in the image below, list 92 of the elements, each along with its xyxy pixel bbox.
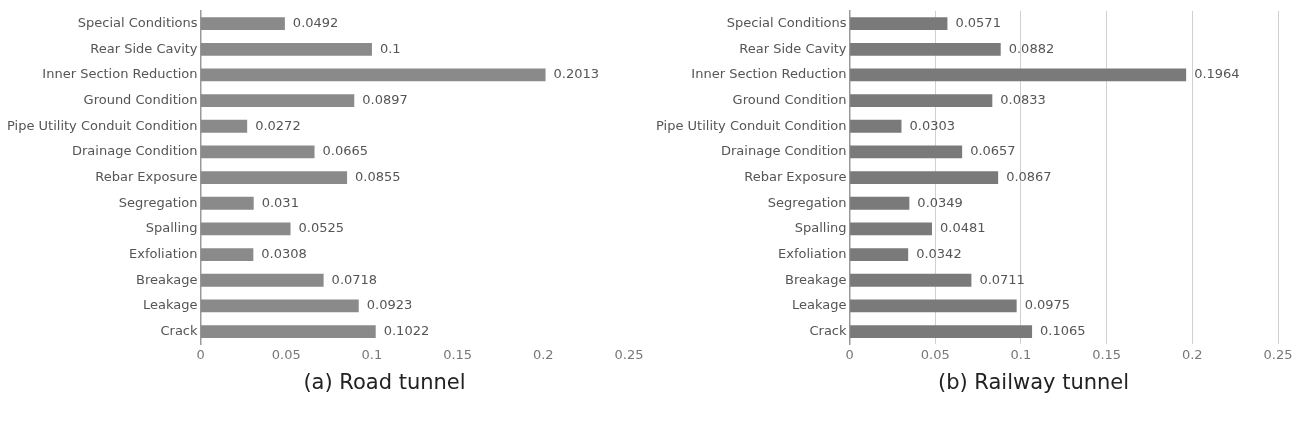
y-tick-label: Drainage Condition (720, 143, 847, 159)
bar (200, 273, 324, 287)
bar (200, 17, 285, 31)
x-tick-label: 0.05 (920, 346, 950, 362)
data-label: 0.0665 (322, 143, 369, 159)
data-label: 0.0349 (917, 194, 963, 210)
bar (200, 325, 376, 338)
y-tick-label: Pipe Utility Conduit Condition (655, 117, 847, 133)
y-tick-label: Spalling (794, 220, 847, 236)
data-label: 0.0342 (916, 245, 962, 261)
data-label: 0.0923 (366, 297, 413, 313)
y-tick-label: Rear Side Cavity (90, 40, 198, 56)
bar (850, 248, 909, 261)
data-label: 0.0481 (939, 220, 986, 236)
data-label: 0.0308 (261, 245, 307, 261)
bar (850, 119, 902, 133)
bar (200, 68, 546, 82)
y-tick-label: Drainage Condition (71, 143, 198, 159)
bar (850, 273, 972, 287)
x-tick-label: 0.1 (1010, 346, 1032, 362)
data-label: 0.1065 (1040, 322, 1086, 338)
data-label: 0.0711 (979, 271, 1025, 287)
x-tick-label: 0 (845, 346, 854, 362)
bar (200, 42, 372, 56)
data-label: 0.0571 (955, 15, 1001, 31)
y-tick-label: Exfoliation (778, 245, 847, 261)
data-label: 0.0882 (1008, 40, 1055, 56)
bar (200, 248, 254, 261)
data-label: 0.1022 (383, 322, 430, 338)
y-tick-label: Pipe Utility Conduit Condition (6, 117, 198, 133)
y-tick-label: Spalling (145, 220, 198, 236)
bar (200, 196, 254, 210)
bar (200, 94, 355, 108)
x-tick-label: 0.25 (1263, 346, 1293, 362)
bar (850, 325, 1033, 338)
bar (200, 171, 348, 185)
bar (850, 17, 948, 31)
bar (850, 171, 999, 185)
y-tick-label: Segregation (767, 194, 847, 210)
y-tick-label: Inner Section Reduction (42, 66, 198, 82)
x-tick-label: 0.25 (614, 346, 644, 362)
data-label: 0.0975 (1024, 297, 1071, 313)
y-tick-label: Ground Condition (83, 91, 198, 107)
y-tick-label: Rebar Exposure (744, 168, 847, 184)
bar (200, 222, 291, 236)
bar (850, 222, 932, 236)
data-label: 0.0303 (909, 117, 955, 133)
y-tick-label: Special Conditions (77, 15, 198, 31)
bar (850, 196, 910, 210)
y-tick-label: Leakage (792, 297, 847, 313)
data-label: 0.0833 (1000, 91, 1046, 107)
data-label: 0.0897 (362, 91, 408, 107)
text: (b) Railway tunnel (936, 370, 1131, 394)
bar (850, 145, 963, 159)
x-tick-label: 0.1 (361, 346, 383, 362)
y-tick-label: Special Conditions (726, 15, 847, 31)
y-tick-label: Breakage (785, 271, 847, 287)
x-tick-label: 0.15 (443, 346, 473, 362)
y-tick-label: Segregation (118, 194, 198, 210)
data-label: 0.0272 (255, 117, 301, 133)
y-tick-label: Rebar Exposure (95, 168, 198, 184)
data-label: 0.0855 (355, 168, 401, 184)
bar (850, 42, 1001, 56)
y-tick-label: Ground Condition (732, 91, 847, 107)
bar (200, 299, 359, 313)
data-label: 0.0867 (1006, 168, 1052, 184)
text: (a) Road tunnel (302, 370, 467, 394)
data-label: 0.031 (261, 194, 299, 210)
bar (850, 68, 1187, 82)
y-tick-label: Crack (809, 322, 848, 338)
y-tick-label: Breakage (136, 271, 198, 287)
x-tick-label: 0.15 (1092, 346, 1122, 362)
y-tick-label: Leakage (143, 297, 198, 313)
data-label: 0.0718 (331, 271, 378, 287)
bar (200, 145, 315, 159)
x-tick-label: 0.2 (532, 346, 554, 362)
x-tick-label: 0 (196, 346, 205, 362)
bar (850, 94, 993, 108)
bar (200, 119, 248, 133)
y-tick-label: Inner Section Reduction (691, 66, 847, 82)
data-label: 0.1964 (1194, 66, 1240, 82)
x-tick-label: 0.05 (271, 346, 301, 362)
data-label: 0.1 (379, 40, 401, 56)
data-label: 0.0525 (298, 220, 345, 236)
y-tick-label: Crack (160, 322, 199, 338)
data-label: 0.0657 (970, 143, 1016, 159)
data-label: 0.0492 (292, 15, 339, 31)
y-tick-label: Exfoliation (129, 245, 198, 261)
y-tick-label: Rear Side Cavity (739, 40, 847, 56)
bar (850, 299, 1017, 313)
x-tick-label: 0.2 (1181, 346, 1203, 362)
data-label: 0.2013 (553, 66, 600, 82)
